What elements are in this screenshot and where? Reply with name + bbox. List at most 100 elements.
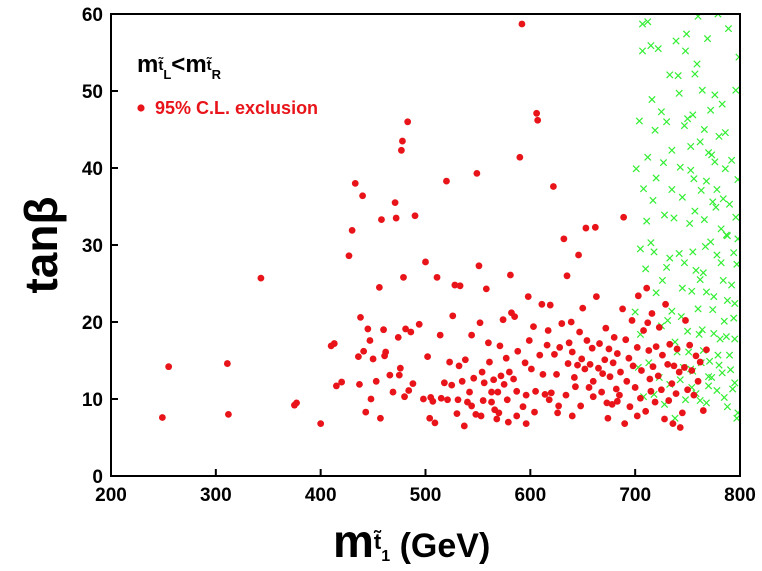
allowed-point: [696, 276, 704, 284]
excluded-point: [521, 359, 529, 367]
excluded-point: [516, 153, 524, 161]
excluded-point: [570, 374, 578, 381]
excluded-point: [565, 339, 573, 347]
allowed-point: [717, 225, 725, 233]
excluded-point: [389, 388, 397, 396]
excluded-point: [470, 374, 478, 382]
allowed-point: [668, 307, 676, 315]
excluded-point: [158, 414, 166, 421]
excluded-point: [579, 304, 587, 312]
excluded-point: [662, 300, 669, 308]
allowed-point: [683, 115, 692, 123]
excluded-point: [612, 385, 620, 393]
excluded-point: [415, 320, 423, 328]
excluded-point: [558, 320, 566, 327]
excluded-point: [555, 402, 563, 410]
excluded-point: [539, 370, 547, 378]
excluded-point: [451, 281, 459, 289]
excluded-point: [519, 403, 527, 411]
axis-ticks: 200 300 400 500 600 700 800 0 10 20 30 40 50 60: [82, 5, 756, 506]
allowed-point: [691, 70, 699, 78]
excluded-point: [657, 386, 665, 394]
allowed-point: [713, 386, 721, 395]
excluded-point: [475, 262, 483, 270]
allowed-point: [631, 308, 639, 316]
excluded-point: [497, 372, 505, 380]
excluded-point: [429, 397, 437, 405]
excluded-point: [407, 328, 415, 336]
excluded-point: [567, 318, 575, 326]
excluded-point: [673, 345, 681, 353]
excluded-point: [572, 383, 579, 391]
allowed-point: [674, 71, 682, 80]
excluded-point: [348, 226, 356, 234]
excluded-point: [610, 334, 618, 341]
excluded-point: [397, 146, 405, 154]
excluded-point: [424, 353, 431, 361]
allowed-point: [731, 299, 739, 308]
x-tick-label: 600: [514, 485, 546, 506]
excluded-point: [494, 388, 502, 396]
excluded-point: [692, 352, 700, 360]
excluded-point: [536, 351, 544, 359]
allowed-point: [713, 251, 721, 259]
excluded-point: [538, 300, 546, 308]
excluded-point: [652, 343, 660, 351]
excluded-point: [400, 273, 407, 281]
excluded-point: [563, 272, 571, 280]
allowed-point: [731, 379, 739, 387]
excluded-point: [645, 347, 653, 354]
excluded-point: [703, 346, 710, 354]
allowed-point: [727, 281, 736, 289]
allowed-point: [691, 207, 699, 215]
allowed-point: [716, 335, 724, 343]
allowed-point: [675, 249, 683, 258]
allowed-point: [712, 203, 720, 211]
excluded-point: [367, 395, 375, 403]
plot-frame: [110, 13, 741, 477]
allowed-point: [639, 185, 648, 193]
excluded-point: [686, 341, 694, 349]
allowed-point: [698, 326, 706, 334]
excluded-point: [649, 363, 657, 371]
svg-text:mt̃L<mt̃R: mt̃L<mt̃R: [137, 51, 222, 82]
excluded-point: [647, 387, 655, 395]
allowed-point: [710, 329, 718, 338]
excluded-point: [165, 363, 173, 371]
excluded-point: [541, 390, 549, 398]
allowed-point: [704, 373, 713, 381]
excluded-point: [330, 340, 338, 347]
excluded-point: [351, 180, 359, 187]
excluded-point: [513, 412, 521, 420]
excluded-point: [345, 252, 353, 260]
allowed-point: [702, 288, 711, 296]
allowed-point: [711, 91, 719, 99]
excluded-point: [588, 344, 596, 352]
excluded-point: [547, 389, 555, 397]
y-axis-label: tanβ: [15, 196, 67, 293]
allowed-point: [681, 47, 690, 55]
excluded-point: [443, 177, 450, 185]
allowed-point: [709, 198, 717, 206]
allowed-point: [723, 403, 732, 411]
excluded-point: [629, 362, 637, 370]
excluded-point: [633, 412, 641, 420]
excluded-point: [577, 402, 585, 410]
header-m2: m: [185, 51, 206, 78]
excluded-point: [420, 395, 427, 403]
excluded-point: [651, 398, 659, 406]
excluded-point: [613, 397, 621, 405]
excluded-point: [527, 365, 535, 373]
allowed-point: [731, 335, 739, 343]
allowed-point: [734, 235, 740, 243]
excluded-point: [551, 350, 558, 358]
allowed-point: [702, 177, 711, 185]
excluded-point: [485, 339, 492, 347]
data-series-layer: [158, 14, 740, 431]
excluded-point: [634, 292, 642, 300]
allowed-point: [682, 30, 691, 38]
excluded-point: [608, 400, 616, 408]
excluded-point: [440, 379, 448, 387]
excluded-point: [392, 214, 400, 222]
excluded-point: [564, 360, 572, 367]
